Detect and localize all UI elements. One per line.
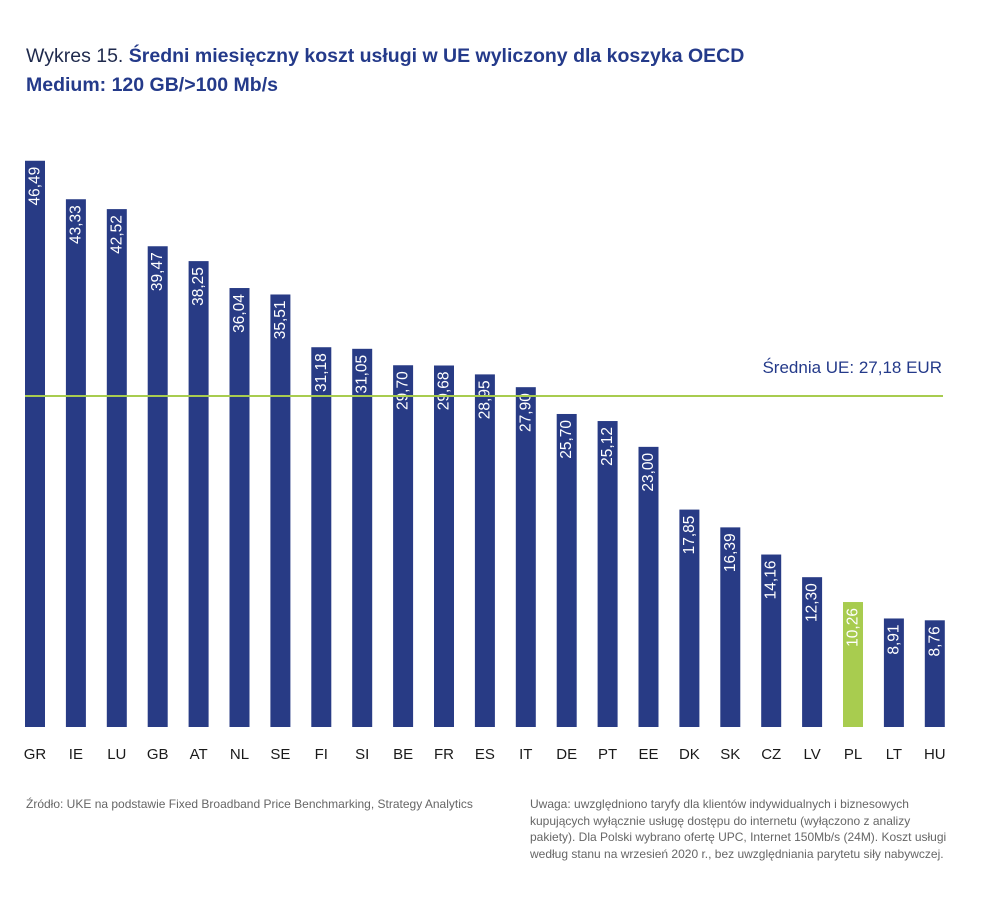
- x-tick-it: IT: [519, 746, 532, 763]
- remark-note: Uwaga: uwzględniono taryfy dla klientów …: [530, 797, 947, 861]
- bar-sk: [720, 527, 741, 727]
- value-label-se: 35,51: [272, 300, 289, 339]
- value-label-gr: 46,49: [27, 167, 44, 206]
- value-label-it: 27,90: [517, 393, 534, 432]
- bar-lt: [883, 618, 904, 727]
- bar-se: [270, 294, 291, 727]
- x-tick-dk: DK: [679, 746, 700, 763]
- x-tick-gb: GB: [147, 746, 169, 763]
- x-tick-lt: LT: [886, 746, 902, 763]
- x-tick-fi: FI: [315, 746, 328, 763]
- bar-ie: [65, 199, 86, 727]
- value-label-lt: 8,91: [885, 624, 902, 654]
- x-tick-cz: CZ: [761, 746, 781, 763]
- bar-ee: [638, 446, 659, 727]
- average-label: Średnia UE: 27,18 EUR: [762, 358, 942, 377]
- value-label-cz: 14,16: [763, 561, 780, 600]
- value-label-dk: 17,85: [681, 516, 698, 555]
- value-label-at: 38,25: [190, 267, 207, 306]
- bar-fr: [434, 365, 454, 727]
- value-label-hu: 8,76: [926, 626, 943, 656]
- value-label-ie: 43,33: [67, 205, 84, 244]
- bar-hu: [924, 620, 945, 727]
- bar-si: [352, 348, 373, 727]
- bar-gr: [25, 160, 45, 727]
- x-tick-si: SI: [355, 746, 369, 763]
- x-tick-ee: EE: [638, 746, 658, 763]
- x-tick-labels-group: GR IE LU GB AT NL SE FI SI BE FR ES IT DE PT EE DK SK CZ LV…: [24, 746, 946, 763]
- value-label-pl: 10,26: [845, 608, 862, 647]
- x-tick-lv: LV: [803, 746, 820, 763]
- source-note: Źródło: UKE na podstawie Fixed Broadband…: [26, 797, 473, 811]
- bar-dk: [679, 509, 700, 727]
- average-group: Średnia UE: 27,18 EUR: [25, 358, 943, 397]
- x-tick-be: BE: [393, 746, 413, 763]
- bar-pl: [843, 602, 863, 727]
- value-label-gb: 39,47: [149, 252, 166, 291]
- x-tick-pt: PT: [598, 746, 617, 763]
- bar-es: [474, 374, 495, 727]
- bar-cz: [761, 554, 782, 727]
- x-tick-se: SE: [270, 746, 290, 763]
- bars-group: [25, 160, 945, 728]
- x-tick-ie: IE: [69, 746, 83, 763]
- title-subtitle: Medium: 120 GB/>100 Mb/s: [26, 74, 278, 96]
- bar-nl: [229, 288, 250, 727]
- chart-title: Wykres 15. Średni miesięczny koszt usług…: [26, 42, 744, 100]
- bar-pt: [597, 421, 618, 727]
- bar-be: [393, 365, 414, 727]
- x-tick-es: ES: [475, 746, 495, 763]
- value-label-lu: 42,52: [108, 215, 125, 254]
- x-tick-at: AT: [190, 746, 208, 763]
- bar-it: [515, 387, 536, 727]
- x-tick-hu: HU: [924, 746, 946, 763]
- title-prefix: Wykres 15.: [26, 45, 124, 67]
- value-label-be: 29,70: [395, 371, 412, 410]
- value-label-si: 31,05: [354, 355, 371, 394]
- x-tick-lu: LU: [107, 746, 126, 763]
- value-label-nl: 36,04: [231, 294, 248, 333]
- value-label-de: 25,70: [558, 420, 575, 459]
- value-label-ee: 23,00: [640, 452, 657, 491]
- bar-lu: [106, 209, 127, 728]
- bar-lv: [802, 577, 823, 727]
- x-tick-fr: FR: [434, 746, 454, 763]
- x-tick-de: DE: [556, 746, 577, 763]
- bar-chart: 46,49 43,33 42,52 39,47 38,25 36,04 35,51 31,18…: [24, 160, 946, 763]
- bar-at: [188, 261, 209, 727]
- bar-fi: [311, 347, 332, 727]
- value-label-sk: 16,39: [722, 533, 739, 572]
- x-tick-nl: NL: [230, 746, 249, 763]
- title-main: Średni miesięczny koszt usługi w UE wyli…: [128, 45, 745, 67]
- value-label-fi: 31,18: [313, 353, 330, 392]
- x-tick-gr: GR: [24, 746, 47, 763]
- x-tick-sk: SK: [720, 746, 740, 763]
- x-tick-pl: PL: [844, 746, 862, 763]
- value-label-pt: 25,12: [599, 427, 616, 466]
- value-label-lv: 12,30: [804, 583, 821, 622]
- bar-gb: [147, 246, 168, 727]
- value-label-fr: 29,68: [436, 371, 453, 410]
- bar-de: [556, 413, 577, 727]
- value-label-es: 28,95: [476, 380, 493, 419]
- value-labels-group: 46,49 43,33 42,52 39,47 38,25 36,04 35,51 31,18…: [27, 167, 944, 657]
